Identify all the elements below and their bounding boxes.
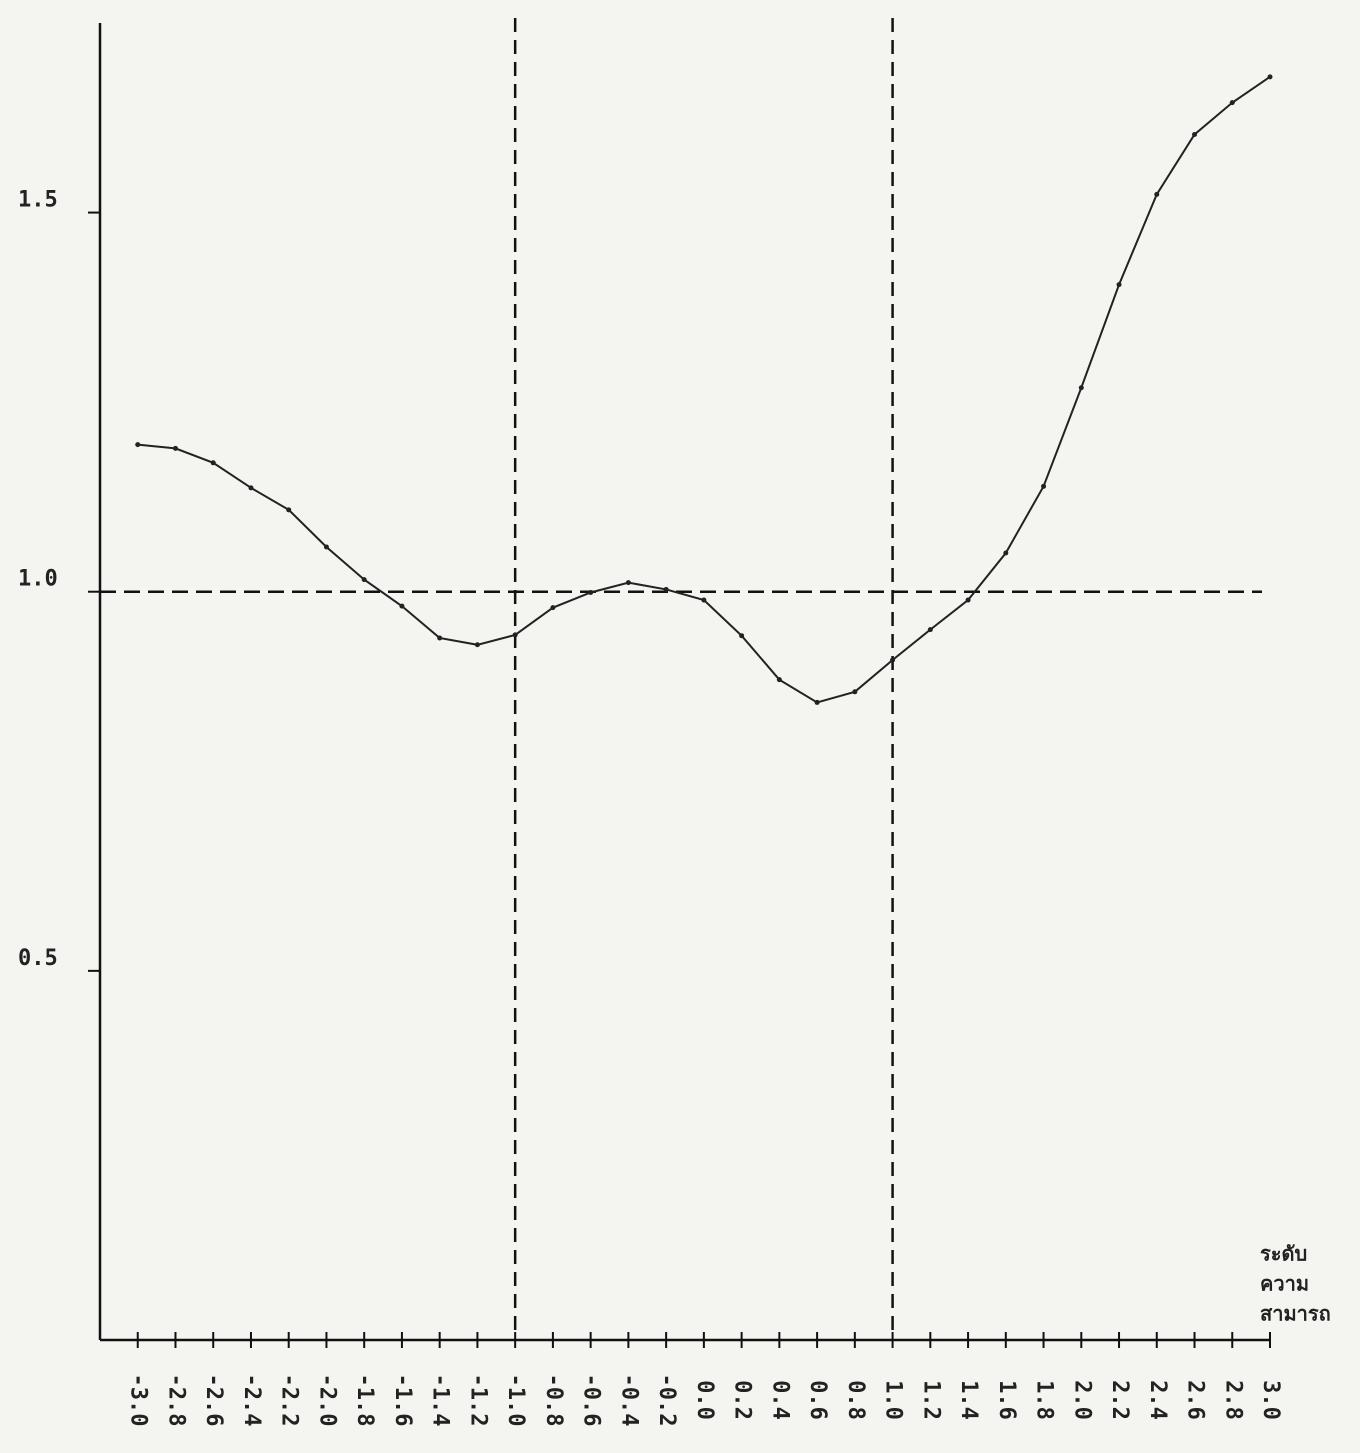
x-tick-label: -2.0 [314, 1374, 339, 1427]
data-point [210, 460, 216, 466]
x-tick-label: -1.2 [465, 1374, 490, 1427]
data-point [248, 485, 254, 491]
data-point [814, 699, 820, 705]
data-point [776, 677, 782, 683]
data-point [1078, 385, 1084, 391]
x-tick-label: 1.2 [918, 1380, 943, 1420]
data-point [172, 445, 178, 451]
x-tick-label: 2.4 [1145, 1380, 1170, 1420]
x-tick-label: -2.6 [201, 1374, 226, 1427]
x-tick-label: -3.0 [126, 1374, 151, 1427]
x-tick-label: 2.6 [1183, 1380, 1208, 1420]
data-point [399, 603, 405, 609]
x-tick-label: -1.0 [503, 1374, 528, 1427]
data-point [739, 633, 745, 639]
x-tick-label: 2.0 [1069, 1380, 1094, 1420]
x-tick-label: -0.4 [616, 1374, 641, 1427]
x-tick-label: 0.6 [805, 1380, 830, 1420]
data-point [852, 689, 858, 695]
x-tick-label: -1.6 [390, 1374, 415, 1427]
y-tick-label: 1.5 [18, 188, 58, 213]
data-point [286, 507, 292, 513]
data-point [323, 544, 329, 550]
x-tick-label: 2.8 [1220, 1380, 1245, 1420]
x-tick-label: -2.4 [239, 1374, 264, 1427]
data-point [1229, 100, 1235, 106]
data-point [135, 442, 141, 448]
data-point [1003, 550, 1009, 556]
y-tick-label: 0.5 [18, 946, 58, 971]
data-point [1154, 191, 1160, 197]
x-axis-label: ระดับ [1260, 1242, 1307, 1266]
x-axis-label: ความ [1260, 1272, 1309, 1296]
data-point [663, 586, 669, 592]
x-tick-label: -0.2 [654, 1374, 679, 1427]
data-point [1192, 131, 1198, 137]
data-point [890, 657, 896, 663]
data-point [965, 597, 971, 603]
x-tick-label: 1.6 [994, 1380, 1019, 1420]
x-tick-label: 0.8 [843, 1380, 868, 1420]
data-point [701, 597, 707, 603]
data-point [474, 642, 480, 648]
data-point [1116, 282, 1122, 288]
x-tick-label: 0.2 [730, 1380, 755, 1420]
x-tick-label: 1.4 [956, 1380, 981, 1420]
x-tick-label: -0.8 [541, 1374, 566, 1427]
x-tick-label: -1.4 [428, 1374, 453, 1427]
x-axis-label: สามารถ [1260, 1302, 1331, 1326]
x-tick-label: -1.8 [352, 1374, 377, 1427]
data-point [588, 589, 594, 595]
x-tick-label: 2.2 [1107, 1380, 1132, 1420]
x-tick-label: 1.0 [881, 1380, 906, 1420]
y-tick-label: 1.0 [18, 567, 58, 592]
data-point [361, 577, 367, 583]
x-tick-label: 1.8 [1032, 1380, 1057, 1420]
x-tick-label: 0.0 [692, 1380, 717, 1420]
data-point [1267, 74, 1273, 80]
x-tick-label: 0.4 [767, 1380, 792, 1420]
x-tick-label: -0.6 [579, 1374, 604, 1427]
data-point [1041, 483, 1047, 489]
data-point [512, 632, 518, 638]
data-point [625, 580, 631, 586]
data-point [437, 635, 443, 641]
x-tick-label: 3.0 [1258, 1380, 1283, 1420]
data-line [137, 76, 1271, 704]
data-point [927, 627, 933, 633]
x-tick-label: -2.2 [277, 1374, 302, 1427]
data-point [550, 605, 556, 611]
x-tick-label: -2.8 [163, 1374, 188, 1427]
